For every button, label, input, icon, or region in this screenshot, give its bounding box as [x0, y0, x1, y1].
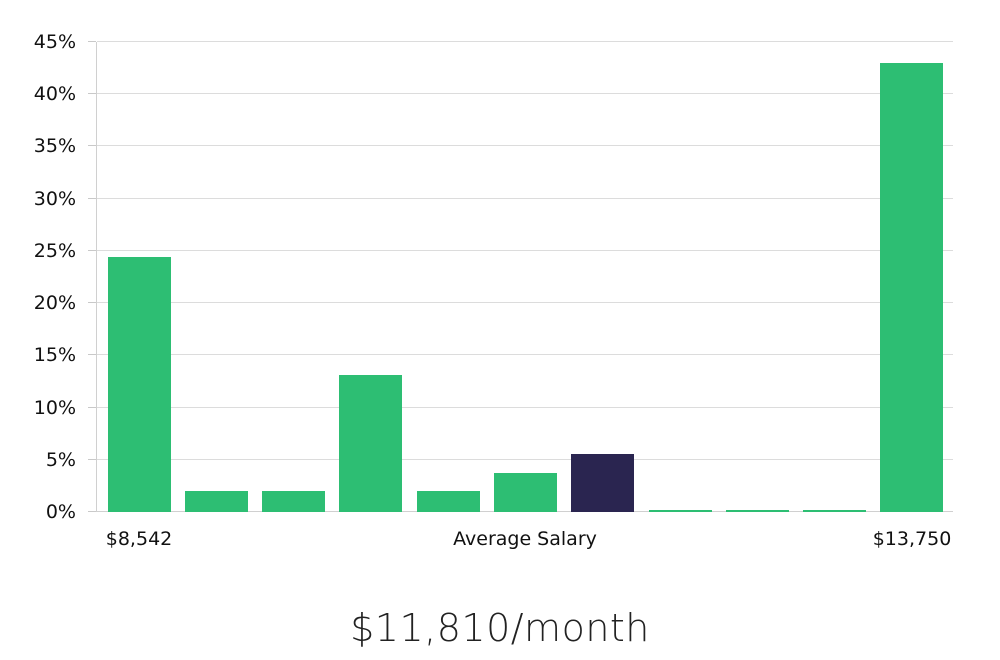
y-tick-label: 0% — [45, 501, 76, 523]
y-grid-line — [97, 197, 953, 199]
y-axis-line — [96, 42, 97, 512]
y-tick-label: 35% — [33, 135, 76, 158]
y-tick-label: 5% — [45, 448, 76, 471]
y-tick-label: 10% — [33, 396, 76, 419]
bars-layer — [97, 42, 953, 512]
x-tick-label: Average Salary — [453, 528, 597, 550]
y-tick-label: 45% — [33, 31, 76, 53]
y-grid-line — [97, 354, 953, 356]
y-tick-label: 15% — [33, 344, 76, 367]
y-tick-mark — [88, 41, 96, 42]
y-tick-mark — [88, 406, 96, 408]
x-axis-labels: $8,542 Average Salary $13,750 — [97, 528, 953, 556]
bar — [262, 491, 326, 512]
y-grid-line — [97, 93, 953, 95]
bar — [803, 510, 867, 512]
y-grid-line — [97, 406, 953, 408]
bar — [648, 510, 712, 512]
y-tick-label: 25% — [33, 239, 76, 262]
y-tick-mark — [88, 145, 96, 147]
chart-title: $11,810/month — [350, 606, 650, 650]
y-tick-mark — [88, 197, 96, 199]
y-tick-mark — [88, 249, 96, 251]
bar — [880, 62, 944, 512]
bar — [493, 473, 557, 512]
x-tick-label: $8,542 — [105, 528, 173, 550]
y-tick-label: 20% — [33, 292, 76, 315]
y-grid-line — [97, 249, 953, 251]
y-grid-line — [97, 41, 953, 42]
bar — [725, 510, 789, 512]
x-tick-label: $13,750 — [872, 528, 952, 550]
y-tick-mark — [88, 458, 96, 460]
bar — [107, 257, 171, 512]
bar — [339, 375, 403, 512]
y-grid-line — [97, 458, 953, 460]
y-tick-mark — [88, 354, 96, 356]
y-tick-mark — [88, 93, 96, 95]
plot-area — [88, 41, 953, 512]
y-tick-label: 40% — [33, 83, 76, 106]
bar — [184, 491, 248, 512]
y-grid-line — [97, 145, 953, 147]
y-grid-line — [97, 302, 953, 304]
y-tick-mark — [88, 511, 96, 512]
highlighted-average-bar — [571, 453, 635, 512]
y-axis-labels: 0% 5% 10% 15% 20% 25% 30% 35% 40% 45% — [0, 31, 86, 523]
y-tick-label: 30% — [33, 187, 76, 210]
bar — [416, 491, 480, 512]
y-tick-mark — [88, 302, 96, 304]
